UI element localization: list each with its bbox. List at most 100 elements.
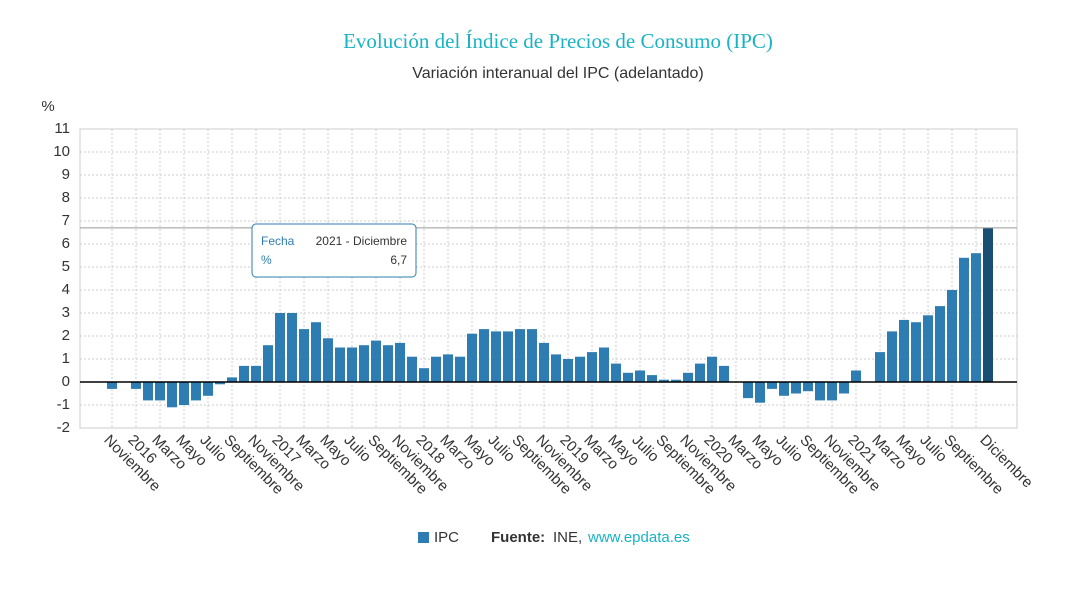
- y-tick-label: 8: [62, 189, 70, 206]
- bar: [131, 382, 141, 389]
- bar: [695, 363, 705, 382]
- bar: [983, 227, 993, 382]
- bar: [875, 352, 885, 382]
- bar: [611, 363, 621, 382]
- y-axis-label: %: [41, 98, 54, 115]
- bar: [959, 257, 969, 382]
- bar: [479, 329, 489, 382]
- bar: [743, 382, 753, 399]
- y-tick-label: 9: [62, 166, 70, 183]
- tooltip-label: %: [261, 253, 272, 267]
- tooltip: Fecha 2021 - Diciembre% 6,7: [251, 223, 417, 278]
- bar: [539, 342, 549, 382]
- bar: [707, 356, 717, 382]
- bar: [143, 382, 153, 401]
- bar: [107, 382, 117, 389]
- legend: IPC Fuente: INE, www.epdata.es: [418, 529, 690, 546]
- y-tick-label: 6: [62, 235, 70, 252]
- bar: [179, 382, 189, 405]
- bar: [467, 333, 477, 382]
- bar: [659, 379, 669, 382]
- source-label: Fuente:: [491, 529, 545, 546]
- tooltip-value: 2021 - Diciembre: [316, 234, 408, 248]
- bar: [815, 382, 825, 401]
- bar: [899, 319, 909, 382]
- bar: [335, 347, 345, 382]
- bar: [551, 354, 561, 382]
- tooltip-box: [251, 223, 417, 278]
- bar: [923, 315, 933, 382]
- bar: [623, 372, 633, 382]
- bar: [275, 313, 285, 382]
- source: INE,: [553, 529, 582, 546]
- bar: [191, 382, 201, 401]
- bar: [683, 372, 693, 382]
- bar: [299, 329, 309, 382]
- bar: [263, 345, 273, 382]
- bar: [647, 375, 657, 382]
- bar: [767, 382, 777, 389]
- bar: [311, 322, 321, 382]
- bar: [395, 342, 405, 382]
- y-tick-label: 2: [62, 327, 70, 344]
- y-tick-label: 4: [62, 281, 70, 298]
- bar: [911, 322, 921, 382]
- bar: [671, 379, 681, 382]
- bar: [215, 382, 225, 385]
- y-tick-label: 3: [62, 304, 70, 321]
- bar: [203, 382, 213, 396]
- y-tick-label: 0: [62, 373, 70, 390]
- chart-subtitle: Variación interanual del IPC (adelantado…: [412, 65, 703, 82]
- bar: [851, 370, 861, 382]
- chart-title: Evolución del Índice de Precios de Consu…: [343, 29, 773, 53]
- bar: [443, 354, 453, 382]
- legend-label: IPC: [434, 529, 459, 546]
- bar: [575, 356, 585, 382]
- bar: [455, 356, 465, 382]
- legend-swatch: [418, 532, 429, 543]
- bar: [719, 365, 729, 382]
- bar: [587, 352, 597, 382]
- y-tick-label: 7: [62, 212, 70, 229]
- tooltip-label: Fecha: [261, 234, 295, 248]
- bar: [347, 347, 357, 382]
- bar: [239, 365, 249, 382]
- y-tick-label: 5: [62, 258, 70, 275]
- bar: [887, 331, 897, 382]
- y-tick-label: -1: [57, 396, 70, 413]
- bar: [599, 347, 609, 382]
- y-tick-label: 10: [53, 143, 70, 160]
- bar: [371, 340, 381, 382]
- bar: [755, 382, 765, 403]
- bar: [635, 370, 645, 382]
- bar: [839, 382, 849, 394]
- y-tick-label: -2: [57, 419, 70, 436]
- bar: [827, 382, 837, 401]
- bar: [323, 338, 333, 382]
- bar: [491, 331, 501, 382]
- bar: [563, 359, 573, 382]
- bar: [155, 382, 165, 401]
- bar: [287, 313, 297, 382]
- bar: [359, 345, 369, 382]
- bar: [971, 253, 981, 382]
- bar: [779, 382, 789, 396]
- bar: [935, 306, 945, 382]
- source-url[interactable]: www.epdata.es: [587, 529, 690, 546]
- bar: [803, 382, 813, 392]
- bar: [503, 331, 513, 382]
- bar: [419, 368, 429, 382]
- y-tick-label: 1: [62, 350, 70, 367]
- bar: [407, 356, 417, 382]
- y-tick-label: 11: [54, 120, 70, 137]
- bar: [431, 356, 441, 382]
- bar: [791, 382, 801, 394]
- bar: [383, 345, 393, 382]
- bar: [947, 290, 957, 382]
- tooltip-value: 6,7: [390, 253, 407, 267]
- bar: [227, 377, 237, 382]
- bar: [515, 329, 525, 382]
- bar: [527, 329, 537, 382]
- bar: [167, 382, 177, 408]
